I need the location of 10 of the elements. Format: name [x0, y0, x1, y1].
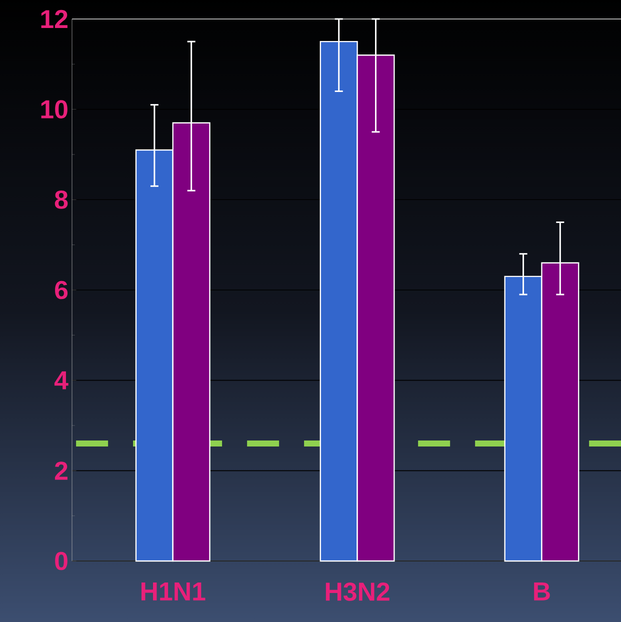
x-tick-label: H1N1: [142, 582, 206, 600]
y-tick-label: 6: [55, 280, 68, 300]
y-tick-label: 0: [55, 552, 68, 570]
y-tick-label: 12: [41, 10, 68, 28]
y-tick-label: 2: [54, 462, 68, 480]
y-tick-label: 4: [54, 371, 68, 390]
x-tick-label: B: [534, 582, 550, 600]
y-tick-label: 8: [54, 190, 68, 209]
y-tick-label: 10: [41, 100, 68, 118]
x-tick-label: H3N2: [326, 582, 390, 601]
